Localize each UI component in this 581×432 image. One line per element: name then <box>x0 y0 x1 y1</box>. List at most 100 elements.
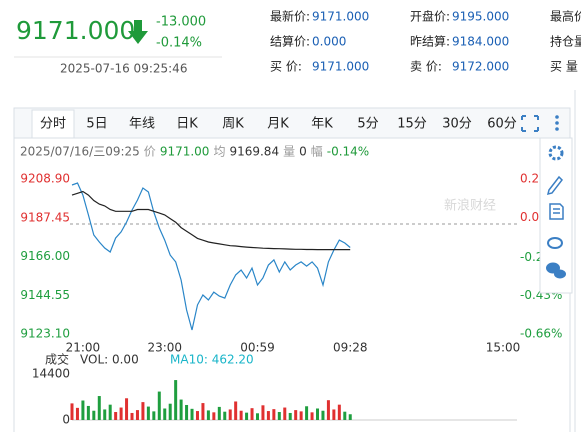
volume-bar <box>179 399 183 420</box>
volume-bar <box>294 410 298 420</box>
info-avg: 9169.84 <box>229 145 279 159</box>
field-label: 昨结算: <box>410 34 450 49</box>
info-vol: 0 <box>299 145 307 159</box>
change: -13.000 <box>156 15 206 30</box>
more-icon[interactable] <box>555 115 559 131</box>
volume-label: 成交 <box>45 352 69 367</box>
note-icon[interactable] <box>549 203 564 220</box>
volume-bar <box>190 408 194 420</box>
field-label: 最新价: <box>270 9 310 24</box>
wechat-icon[interactable] <box>546 262 566 279</box>
volume-bar <box>70 403 74 420</box>
volume-bar <box>223 411 227 420</box>
tab[interactable]: 60分 <box>487 117 517 132</box>
volume-bar <box>168 403 172 420</box>
tab[interactable]: 5分 <box>357 117 378 132</box>
field-label: 最高价 <box>550 9 581 24</box>
y-tick-label: 9187.45 <box>20 210 70 224</box>
volume-bar <box>212 412 216 420</box>
tab[interactable]: 15分 <box>397 117 427 132</box>
volume-bar <box>114 412 118 420</box>
info-price: 9171.00 <box>160 145 210 159</box>
field-value: 0.000 <box>312 35 346 49</box>
volume-bar <box>348 414 352 420</box>
field-value: 9171.000 <box>312 10 369 24</box>
field-label: 卖 价: <box>410 60 442 74</box>
volume-bar <box>146 406 150 420</box>
volume-bar <box>195 411 199 420</box>
info-price-label: 价 <box>144 145 156 159</box>
volume-bar <box>97 396 101 420</box>
volume-bar <box>141 402 145 420</box>
x-tick-label: 23:00 <box>147 341 182 355</box>
tool-sidebar <box>539 137 573 294</box>
tab[interactable]: 日K <box>176 117 198 132</box>
info-amp: -0.14% <box>327 145 369 159</box>
info-vol-label: 量 <box>283 145 295 159</box>
tab[interactable]: 30分 <box>442 117 472 132</box>
volume-bar <box>245 412 249 420</box>
quote-time: 2025-07-16 09:25:46 <box>60 62 187 76</box>
volume-bar <box>152 411 156 420</box>
x-tick-label: 00:59 <box>240 341 275 355</box>
field-label: 持仓量 <box>550 34 581 49</box>
volume-bar <box>277 412 281 420</box>
fullscreen-icon[interactable] <box>521 115 539 132</box>
y-tick-label: 9208.90 <box>20 172 70 186</box>
tab[interactable]: 年K <box>311 117 333 132</box>
field-value: 9195.000 <box>452 10 509 24</box>
watermark: 新浪财经 <box>444 198 496 214</box>
info-date: 2025/07/16/三09:25 <box>20 145 140 159</box>
volume-bar <box>283 407 287 420</box>
y-tick-label: 9144.55 <box>20 288 70 302</box>
volume-bar <box>119 407 123 420</box>
volume-bar <box>337 404 341 420</box>
y2-tick-label: -0.66% <box>520 327 562 341</box>
volume-bar <box>316 408 320 420</box>
volume-bar <box>255 413 259 420</box>
info-avg-label: 均 <box>213 145 225 159</box>
volume-ma: MA10: 462.20 <box>170 353 254 367</box>
tab[interactable]: 分时 <box>40 117 66 132</box>
volume-bar <box>250 408 254 420</box>
y-tick-label: 9123.10 <box>20 327 70 341</box>
field-value: 9172.000 <box>452 60 509 74</box>
tab[interactable]: 年线 <box>129 117 155 132</box>
settings-icon[interactable] <box>548 145 564 161</box>
tab[interactable]: 周K <box>222 117 244 132</box>
weibo-icon[interactable] <box>547 237 563 249</box>
x-tick-label: 21:00 <box>66 341 101 355</box>
tab-selected <box>31 109 75 139</box>
volume-bar <box>288 412 292 420</box>
volume-bar <box>305 406 309 420</box>
volume-tick-label: 0 <box>62 413 70 427</box>
volume-vol: VOL: 0.00 <box>80 353 139 367</box>
volume-bar <box>343 411 347 420</box>
volume-bar <box>163 408 167 420</box>
field-value: 9171.000 <box>312 60 369 74</box>
draw-icon[interactable] <box>546 175 563 196</box>
x-tick-label: 09:28 <box>333 341 368 355</box>
volume-bar <box>266 411 270 420</box>
volume-bar <box>228 409 232 420</box>
tab-bar <box>13 107 571 139</box>
field-label: 买 量 <box>550 60 578 74</box>
field-label: 结算价: <box>270 34 310 49</box>
volume-bar <box>130 412 134 420</box>
tab[interactable]: 月K <box>267 117 289 132</box>
volume-bar <box>201 403 205 420</box>
volume-bar <box>206 410 210 420</box>
volume-bar <box>217 406 221 420</box>
volume-bar <box>75 407 79 420</box>
tab[interactable]: 5日 <box>86 117 107 132</box>
volume-bar <box>81 400 85 420</box>
volume-bar <box>239 410 243 420</box>
field-label: 开盘价: <box>410 9 450 24</box>
volume-bar <box>125 398 129 420</box>
change-pct: -0.14% <box>156 36 202 51</box>
field-label: 买 价: <box>270 60 302 74</box>
volume-bar <box>92 410 96 420</box>
volume-bar <box>272 409 276 420</box>
